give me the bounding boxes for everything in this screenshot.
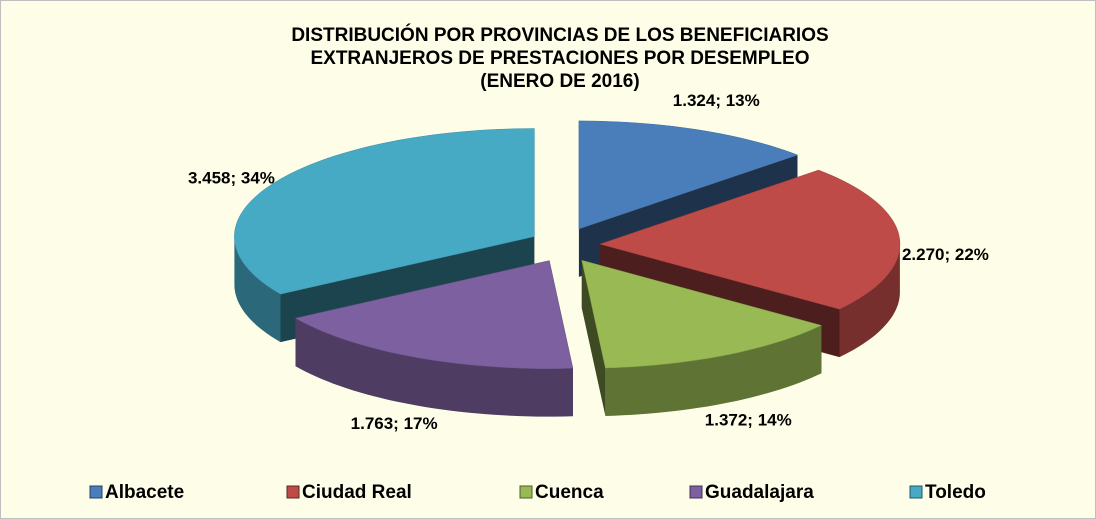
legend-label: Ciudad Real	[302, 482, 412, 503]
slice-side	[234, 236, 281, 343]
slice-side	[295, 318, 573, 417]
legend-label: Cuenca	[535, 482, 604, 503]
data-label: 1.372; 14%	[705, 411, 792, 430]
legend-swatch	[689, 485, 703, 499]
slice-top	[294, 260, 574, 369]
legend-swatch	[909, 485, 923, 499]
legend-label: Albacete	[105, 482, 184, 503]
data-label: 3.458; 34%	[188, 168, 275, 187]
data-label: 2.270; 22%	[902, 245, 989, 264]
legend-swatch	[286, 485, 300, 499]
chart-title: DISTRIBUCIÓN POR PROVINCIAS DE LOS BENEF…	[291, 24, 828, 46]
data-label: 1.324; 13%	[673, 91, 760, 110]
slice	[581, 259, 823, 416]
legend-label: Guadalajara	[705, 482, 814, 503]
slice-side	[839, 244, 900, 358]
legend-swatch	[519, 485, 533, 499]
legend-label: Toledo	[925, 482, 986, 503]
legend-swatch	[89, 485, 103, 499]
slice-top	[599, 169, 901, 310]
slice	[294, 260, 574, 417]
data-label: 1.763; 17%	[351, 414, 438, 433]
slice-top	[581, 259, 823, 369]
slice-top	[234, 128, 535, 295]
chart-title: EXTRANJEROS DE PRESTACIONES POR DESEMPLE…	[310, 48, 809, 69]
chart-title: (ENERO DE 2016)	[480, 71, 639, 92]
slice-wall	[581, 260, 606, 416]
slice-side	[605, 325, 822, 416]
slice-top	[578, 120, 799, 230]
